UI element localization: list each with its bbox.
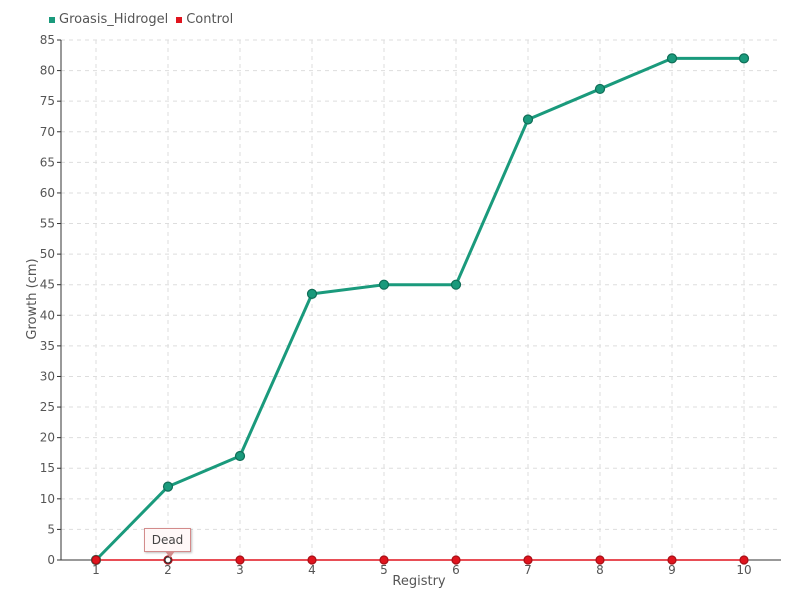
y-tick-label: 20 — [40, 431, 55, 445]
data-point-groasis-hidrogel — [234, 450, 246, 462]
legend-item-groasis[interactable]: Groasis_Hidrogel — [49, 12, 168, 27]
data-point-tooltip: Dead — [144, 528, 191, 558]
y-tick-label: 50 — [40, 247, 55, 261]
x-tick-label: 7 — [524, 563, 532, 577]
y-tick-label: 70 — [40, 125, 55, 139]
y-tick-label: 5 — [47, 522, 55, 536]
data-point-control — [307, 555, 317, 565]
data-point-control — [667, 555, 677, 565]
y-tick-label: 60 — [40, 186, 55, 200]
x-tick-label: 8 — [596, 563, 604, 577]
data-point-groasis-hidrogel — [378, 279, 390, 290]
legend-swatch-groasis — [49, 16, 55, 23]
data-point-groasis-hidrogel — [594, 83, 606, 95]
x-tick-label: 3 — [236, 563, 244, 577]
data-point-control — [235, 555, 245, 565]
data-point-control — [451, 555, 461, 565]
data-point-groasis-hidrogel — [306, 288, 318, 299]
x-tick-label: 10 — [736, 563, 751, 577]
data-point-control — [523, 555, 533, 565]
grid-lines — [61, 39, 781, 560]
y-tick-label: 30 — [40, 369, 55, 383]
y-tick-label: 40 — [40, 308, 55, 322]
data-point-control — [739, 555, 749, 565]
y-tick-label: 85 — [40, 33, 55, 47]
y-tick-label: 25 — [40, 400, 55, 414]
x-tick-label: 9 — [668, 563, 676, 577]
series-points — [90, 53, 750, 566]
x-tick-label: 5 — [380, 563, 388, 577]
x-tick-label: 4 — [308, 563, 316, 577]
data-point-groasis-hidrogel — [450, 279, 462, 290]
y-tick-label: 15 — [40, 461, 55, 475]
legend-label-control: Control — [186, 12, 234, 27]
y-tick-label: 55 — [40, 217, 55, 231]
tooltip-text: Dead — [151, 533, 184, 547]
y-tick-label: 80 — [40, 64, 55, 78]
y-axis-title: Growth (cm) — [25, 258, 40, 339]
y-tick-label: 0 — [47, 553, 55, 567]
y-tick-label: 10 — [40, 492, 55, 506]
data-point-control — [595, 555, 605, 565]
x-axis-title: Registry — [392, 574, 446, 589]
x-tick-labels: 1 2 3 4 5 6 7 8 9 10 — [92, 563, 751, 577]
chart-legend: Groasis_Hidrogel Control — [49, 12, 233, 27]
y-tick-label: 65 — [40, 155, 55, 169]
data-point-groasis-hidrogel — [162, 481, 174, 492]
y-tick-label: 45 — [40, 278, 55, 292]
series-line-groasis-hidrogel — [94, 56, 744, 562]
y-tick-label: 35 — [40, 339, 55, 353]
x-tick-label: 2 — [164, 563, 172, 577]
data-point-groasis-hidrogel — [738, 53, 750, 64]
x-tick-label: 1 — [92, 563, 100, 577]
y-tick-label: 75 — [40, 94, 55, 108]
legend-swatch-control — [176, 16, 183, 23]
data-point-control — [91, 555, 101, 565]
x-tick-label: 6 — [452, 563, 460, 577]
legend-label-groasis: Groasis_Hidrogel — [59, 12, 169, 27]
series-lines — [94, 56, 744, 562]
data-point-control — [379, 555, 389, 565]
data-point-groasis-hidrogel — [522, 114, 534, 125]
data-point-groasis-hidrogel — [666, 53, 678, 64]
legend-item-control[interactable]: Control — [176, 12, 233, 27]
y-tick-labels: 0 5 10 15 20 25 30 35 40 45 50 55 60 65 70 75 80 85 — [40, 33, 55, 567]
